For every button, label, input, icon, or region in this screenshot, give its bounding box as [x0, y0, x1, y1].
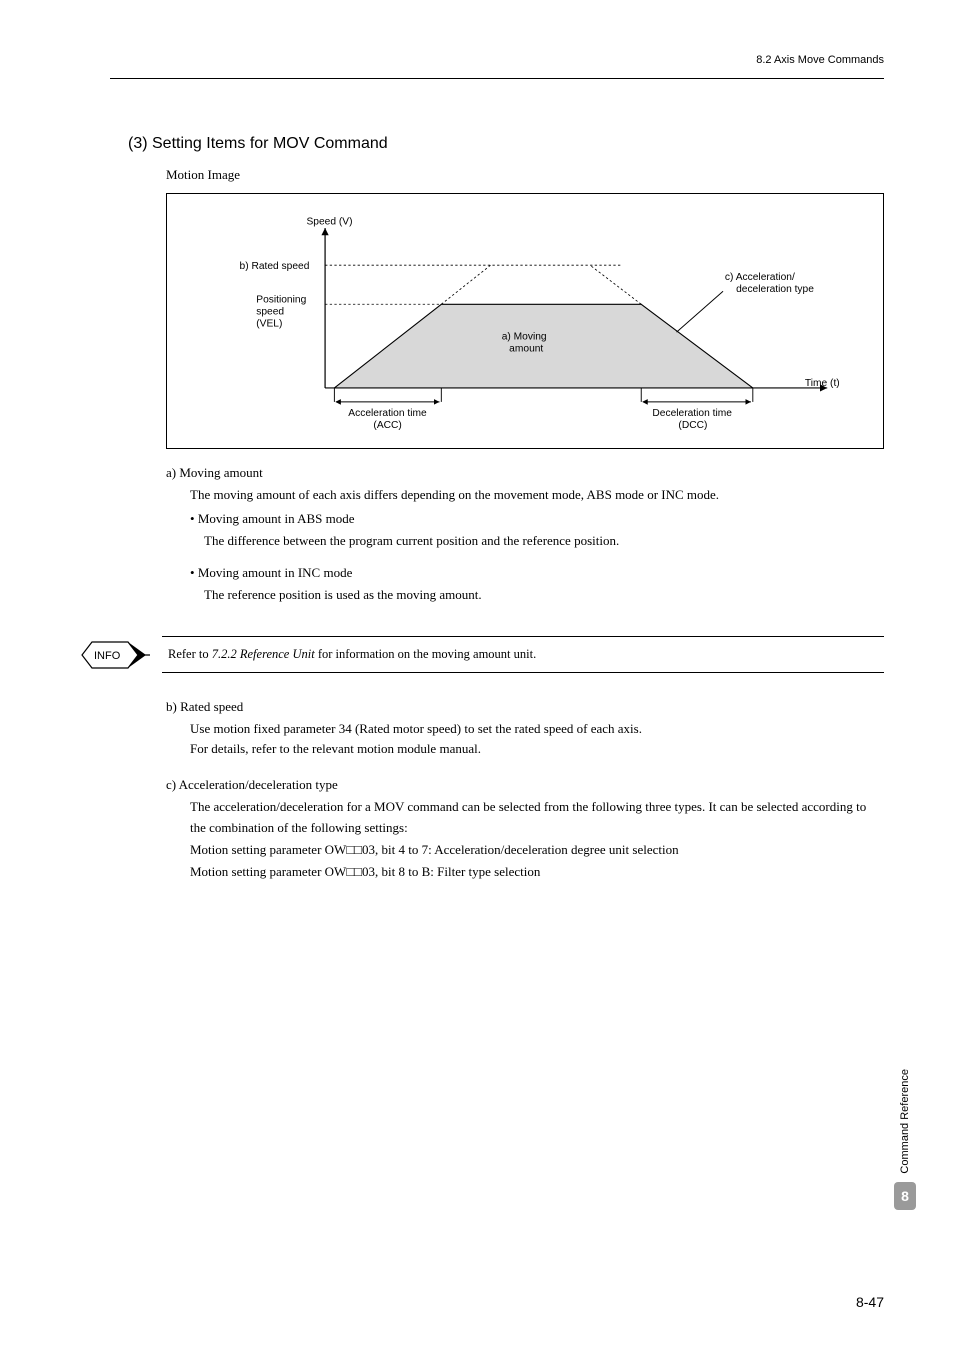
info-text-pre: Refer to — [168, 647, 212, 661]
acc-time-2: (ACC) — [373, 420, 401, 431]
side-label: Command Reference — [899, 1069, 911, 1174]
accdec-type-1: c) Acceleration/ — [725, 272, 795, 283]
moving-amount-1: a) Moving — [502, 332, 547, 343]
item-a-bullet1-text: Moving amount in ABS mode — [198, 511, 355, 526]
item-c-heading: c) Acceleration/deceleration type — [166, 777, 884, 793]
item-b-heading: b) Rated speed — [166, 699, 884, 715]
section-title: (3) Setting Items for MOV Command — [128, 135, 884, 153]
info-text: Refer to 7.2.2 Reference Unit for inform… — [162, 636, 884, 673]
item-a-bullet1-sub: The difference between the program curre… — [204, 531, 884, 551]
vel-label-3: (VEL) — [256, 319, 282, 330]
dec-time-1: Deceleration time — [652, 408, 732, 419]
vel-label-2: speed — [256, 306, 284, 317]
item-a-bullet2-text: Moving amount in INC mode — [198, 565, 353, 580]
item-b-body1: Use motion fixed parameter 34 (Rated mot… — [190, 719, 884, 739]
item-c-body1: The acceleration/deceleration for a MOV … — [190, 797, 884, 837]
speed-axis-label: Speed (V) — [306, 216, 352, 227]
dec-time-2: (DCC) — [678, 420, 707, 431]
page-number: 8-47 — [856, 1294, 884, 1310]
item-c-body2: Motion setting parameter OW□□03, bit 4 t… — [190, 840, 884, 860]
item-b-body2: For details, refer to the relevant motio… — [190, 739, 884, 759]
item-a-bullet2-sub: The reference position is used as the mo… — [204, 585, 884, 605]
header-rule — [110, 78, 884, 79]
side-chapter-num: 8 — [894, 1182, 916, 1210]
info-badge: INFO — [80, 640, 150, 670]
item-c-body3: Motion setting parameter OW□□03, bit 8 t… — [190, 862, 884, 882]
accdec-type-2: deceleration type — [736, 284, 814, 295]
info-badge-text: INFO — [94, 650, 121, 662]
motion-image-label: Motion Image — [166, 167, 884, 183]
item-a-bullet2: Moving amount in INC mode — [190, 565, 884, 581]
acc-time-1: Acceleration time — [348, 408, 427, 419]
info-row: INFO Refer to 7.2.2 Reference Unit for i… — [110, 636, 884, 673]
info-text-ref: 7.2.2 Reference Unit — [212, 647, 315, 661]
side-tab: Command Reference 8 — [894, 1069, 916, 1210]
rated-speed-label: b) Rated speed — [240, 261, 310, 272]
info-text-post: for information on the moving amount uni… — [315, 647, 537, 661]
diagram-svg: Speed (V) b) Rated speed Positioning spe… — [167, 194, 883, 448]
header-section-ref: 8.2 Axis Move Commands — [756, 54, 884, 66]
time-axis-label: Time (t) — [805, 378, 840, 389]
motion-diagram: Speed (V) b) Rated speed Positioning spe… — [166, 193, 884, 449]
moving-amount-2: amount — [509, 344, 543, 355]
vel-label-1: Positioning — [256, 294, 306, 305]
item-a-heading: a) Moving amount — [166, 465, 884, 481]
item-a-bullet1: Moving amount in ABS mode — [190, 511, 884, 527]
item-a-body: The moving amount of each axis differs d… — [190, 485, 884, 505]
